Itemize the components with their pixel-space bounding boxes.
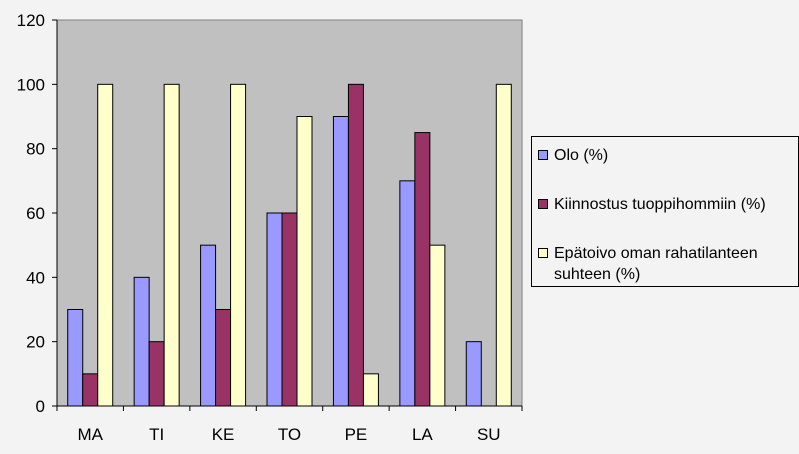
y-tick-label-100: 100 [17,75,45,94]
bar-pe-series-1 [347,83,364,407]
x-tick-label-pe: PE [345,425,368,444]
bar-su-series-2 [495,83,512,407]
legend-label-epatoivo: Epätoivo oman rahatilanteen suhteen (%) [554,245,758,283]
legend-item-kiinnostus: Kiinnostus tuoppihommiin (%) [538,194,794,215]
bar-to-series-0 [266,212,283,407]
y-tick-label-40: 40 [26,268,45,287]
y-tick-label-120: 120 [17,11,45,30]
legend-swatch-epatoivo [538,248,548,258]
y-tick-label-20: 20 [26,333,45,352]
y-tick-label-80: 80 [26,140,45,159]
x-tick-label-ke: KE [212,425,235,444]
bar-ti-series-1 [148,341,165,407]
legend-label-olo: Olo (%) [554,147,609,164]
x-tick-label-su: SU [477,425,501,444]
bar-ti-series-0 [133,276,150,407]
legend-swatch-kiinnostus [538,199,548,209]
legend: Olo (%) Kiinnostus tuoppihommiin (%) Epä… [531,136,799,287]
bar-pe-series-0 [332,116,349,407]
bar-la-series-1 [414,132,431,407]
x-tick-label-to: TO [278,425,301,444]
x-tick-label-ma: MA [77,425,103,444]
x-tick-label-ti: TI [149,425,164,444]
bar-to-series-2 [296,116,313,407]
bar-to-series-1 [281,212,298,407]
legend-item-olo: Olo (%) [538,145,794,166]
bar-su-series-0 [465,341,482,407]
bar-ke-series-0 [200,244,217,407]
y-tick-label-60: 60 [26,204,45,223]
bar-la-series-0 [399,180,416,407]
bar-ke-series-1 [215,309,232,407]
bar-la-series-2 [429,244,446,407]
bar-ti-series-2 [163,83,180,407]
x-tick-label-la: LA [412,425,433,444]
legend-item-epatoivo: Epätoivo oman rahatilanteen suhteen (%) [538,243,794,285]
bar-pe-series-2 [362,373,379,407]
legend-label-kiinnostus: Kiinnostus tuoppihommiin (%) [554,196,766,213]
bar-ma-series-2 [97,83,114,407]
bar-ma-series-0 [67,309,84,407]
bar-ma-series-1 [82,373,99,407]
bar-ke-series-2 [230,83,247,407]
y-tick-label-0: 0 [36,397,45,416]
legend-swatch-olo [538,150,548,160]
